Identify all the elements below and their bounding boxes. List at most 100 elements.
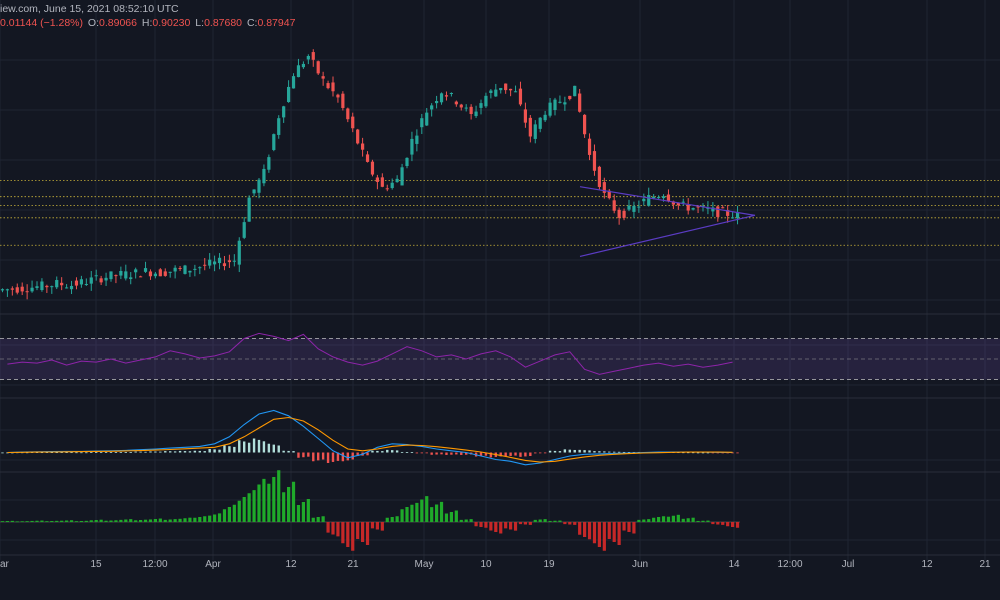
candle-body[interactable] bbox=[227, 260, 231, 263]
candle-body[interactable] bbox=[237, 240, 241, 265]
candle-body[interactable] bbox=[691, 208, 695, 210]
candle-body[interactable] bbox=[306, 56, 310, 60]
candle-body[interactable] bbox=[365, 154, 370, 162]
candle-body[interactable] bbox=[430, 105, 434, 110]
candle-body[interactable] bbox=[203, 264, 207, 266]
candle-body[interactable] bbox=[252, 189, 256, 194]
candle-body[interactable] bbox=[484, 95, 488, 107]
candle-body[interactable] bbox=[45, 285, 49, 288]
candle-body[interactable] bbox=[25, 291, 29, 293]
rsi-line[interactable] bbox=[7, 332, 733, 375]
candle-body[interactable] bbox=[143, 268, 148, 272]
candle-body[interactable] bbox=[474, 111, 478, 117]
candle-body[interactable] bbox=[247, 197, 251, 222]
candle-body[interactable] bbox=[464, 107, 468, 109]
candle-body[interactable] bbox=[607, 190, 611, 199]
candle-body[interactable] bbox=[291, 76, 296, 89]
candle-body[interactable] bbox=[65, 287, 69, 289]
candle-body[interactable] bbox=[390, 182, 394, 189]
candle-body[interactable] bbox=[69, 285, 74, 290]
candle-body[interactable] bbox=[153, 273, 157, 277]
candle-body[interactable] bbox=[277, 118, 281, 135]
candle-body[interactable] bbox=[459, 104, 463, 108]
candle-body[interactable] bbox=[592, 151, 597, 171]
candle-body[interactable] bbox=[148, 271, 153, 277]
candle-body[interactable] bbox=[661, 196, 666, 199]
candle-body[interactable] bbox=[287, 86, 291, 103]
candle-body[interactable] bbox=[676, 202, 680, 206]
candle-body[interactable] bbox=[267, 157, 271, 170]
triangle-upper-line[interactable] bbox=[579, 186, 756, 216]
candle-body[interactable] bbox=[735, 211, 740, 219]
candle-body[interactable] bbox=[60, 282, 64, 286]
candle-body[interactable] bbox=[711, 207, 715, 212]
macd-signal-line[interactable] bbox=[7, 416, 733, 463]
candle-body[interactable] bbox=[217, 257, 222, 264]
candle-body[interactable] bbox=[518, 88, 523, 105]
candle-body[interactable] bbox=[504, 83, 508, 91]
candle-body[interactable] bbox=[420, 118, 424, 128]
candle-body[interactable] bbox=[99, 278, 103, 283]
candle-body[interactable] bbox=[356, 129, 360, 144]
candle-body[interactable] bbox=[20, 286, 24, 292]
candle-body[interactable] bbox=[272, 134, 276, 150]
candle-body[interactable] bbox=[10, 288, 14, 290]
candle-body[interactable] bbox=[543, 114, 547, 121]
candle-body[interactable] bbox=[523, 109, 527, 123]
candle-body[interactable] bbox=[0, 289, 5, 291]
candle-body[interactable] bbox=[449, 93, 453, 95]
candle-body[interactable] bbox=[262, 168, 266, 184]
candle-body[interactable] bbox=[405, 157, 409, 166]
candle-body[interactable] bbox=[331, 82, 335, 92]
candle-body[interactable] bbox=[242, 222, 246, 238]
candle-body[interactable] bbox=[612, 200, 616, 211]
candle-body[interactable] bbox=[528, 117, 532, 137]
candle-body[interactable] bbox=[637, 206, 641, 208]
candle-body[interactable] bbox=[129, 277, 133, 280]
candle-body[interactable] bbox=[94, 275, 98, 277]
candle-body[interactable] bbox=[109, 271, 113, 280]
candle-body[interactable] bbox=[84, 283, 88, 285]
candle-body[interactable] bbox=[583, 114, 587, 135]
candle-body[interactable] bbox=[568, 95, 572, 100]
candle-body[interactable] bbox=[622, 210, 626, 218]
candle-body[interactable] bbox=[444, 95, 449, 97]
candle-body[interactable] bbox=[410, 138, 414, 155]
candle-body[interactable] bbox=[469, 106, 473, 114]
candle-body[interactable] bbox=[257, 179, 261, 193]
candle-body[interactable] bbox=[632, 205, 636, 212]
candle-body[interactable] bbox=[30, 287, 34, 292]
candle-body[interactable] bbox=[198, 267, 202, 269]
candle-body[interactable] bbox=[627, 205, 631, 210]
candle-body[interactable] bbox=[5, 289, 9, 291]
candle-body[interactable] bbox=[666, 194, 671, 202]
candle-body[interactable] bbox=[731, 217, 735, 219]
candle-body[interactable] bbox=[573, 85, 577, 97]
candle-body[interactable] bbox=[563, 102, 567, 105]
candle-body[interactable] bbox=[74, 280, 79, 286]
candle-body[interactable] bbox=[301, 63, 305, 68]
candle-body[interactable] bbox=[341, 93, 345, 108]
candle-body[interactable] bbox=[282, 106, 286, 118]
candle-body[interactable] bbox=[538, 117, 542, 129]
candle-body[interactable] bbox=[158, 269, 162, 277]
candle-body[interactable] bbox=[79, 279, 83, 285]
candle-body[interactable] bbox=[361, 143, 365, 150]
candle-body[interactable] bbox=[119, 271, 123, 276]
candle-body[interactable] bbox=[400, 167, 404, 186]
candle-body[interactable] bbox=[134, 269, 138, 273]
candle-body[interactable] bbox=[681, 201, 685, 203]
macd-line[interactable] bbox=[7, 409, 733, 466]
candle-body[interactable] bbox=[351, 116, 355, 129]
candle-body[interactable] bbox=[642, 198, 646, 202]
candle-body[interactable] bbox=[89, 277, 93, 284]
candle-body[interactable] bbox=[296, 65, 301, 78]
candle-body[interactable] bbox=[439, 93, 444, 103]
candle-body[interactable] bbox=[173, 267, 177, 272]
candle-body[interactable] bbox=[533, 124, 537, 139]
candle-body[interactable] bbox=[385, 188, 389, 190]
candle-body[interactable] bbox=[435, 100, 439, 104]
candle-body[interactable] bbox=[380, 177, 384, 187]
candle-body[interactable] bbox=[163, 271, 167, 276]
candle-body[interactable] bbox=[617, 209, 621, 218]
